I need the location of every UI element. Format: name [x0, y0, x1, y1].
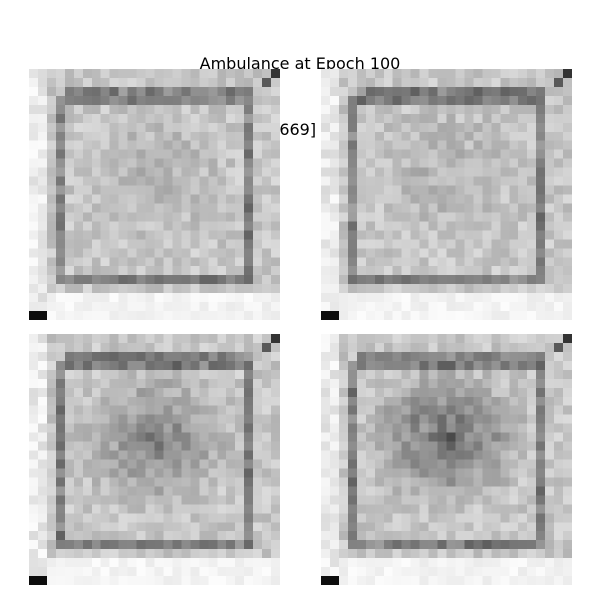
sample-pixel-grid	[29, 69, 280, 320]
sample-pixel-grid	[321, 334, 572, 585]
generated-sample-image	[321, 334, 572, 585]
sample-pixel-grid	[29, 334, 280, 585]
sample-pixel-grid	[321, 69, 572, 320]
generated-sample-image	[29, 69, 280, 320]
generated-sample-image	[321, 69, 572, 320]
generated-sample-image	[29, 334, 280, 585]
title-text: Ambulance at Epoch 100	[199, 54, 401, 73]
